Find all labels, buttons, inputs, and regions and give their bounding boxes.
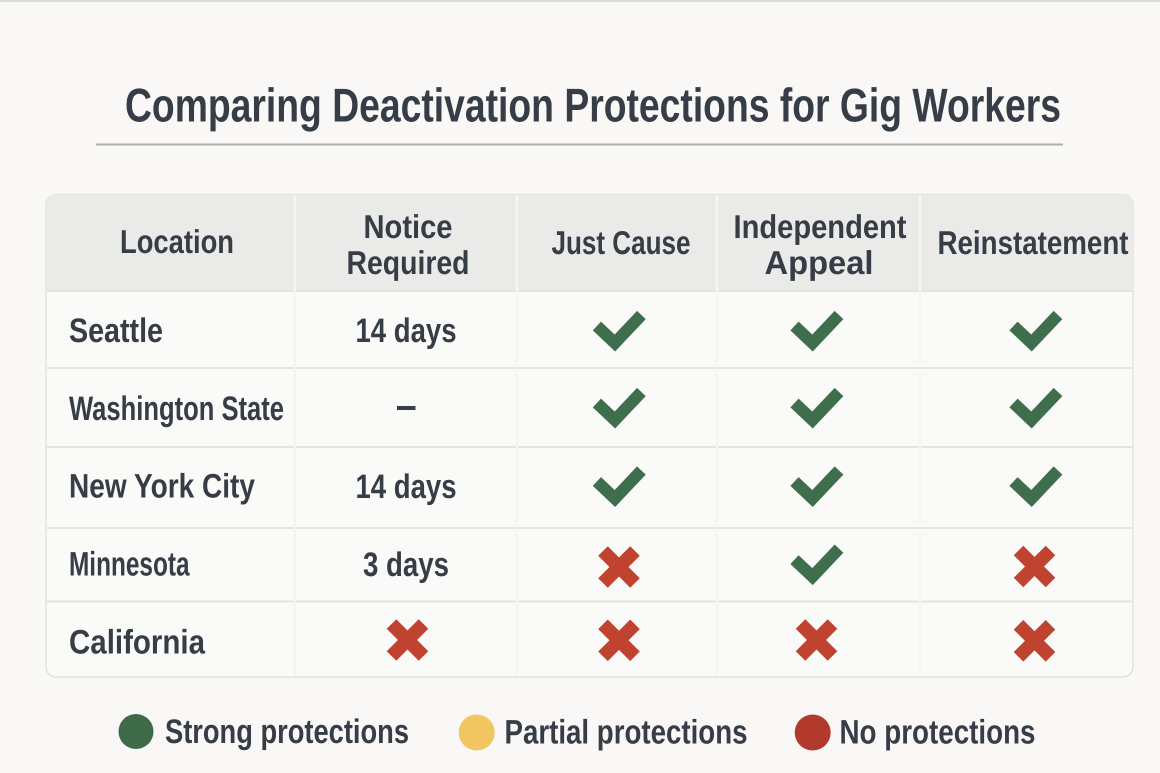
- svg-text:Comparing Deactivation Protect: Comparing Deactivation Protections for G…: [125, 80, 1061, 133]
- svg-text:Strong protections: Strong protections: [165, 713, 409, 751]
- svg-text:Minnesota: Minnesota: [69, 546, 190, 584]
- svg-text:New York City: New York City: [69, 468, 255, 506]
- svg-text:Partial protections: Partial protections: [505, 714, 748, 752]
- svg-text:Just Cause: Just Cause: [552, 224, 691, 261]
- svg-text:Appeal: Appeal: [765, 244, 874, 281]
- svg-text:Reinstatement: Reinstatement: [938, 224, 1129, 261]
- svg-text:California: California: [69, 624, 206, 662]
- svg-text:Independent: Independent: [734, 208, 907, 245]
- svg-text:14 days: 14 days: [356, 468, 457, 506]
- svg-text:Required: Required: [347, 244, 470, 281]
- svg-text:Seattle: Seattle: [69, 312, 163, 350]
- svg-text:3 days: 3 days: [363, 546, 449, 584]
- svg-text:Location: Location: [120, 223, 234, 260]
- svg-text:No protections: No protections: [840, 714, 1036, 752]
- svg-text:14 days: 14 days: [356, 312, 457, 350]
- svg-text:Washington State: Washington State: [69, 390, 284, 428]
- svg-text:Notice: Notice: [364, 208, 453, 245]
